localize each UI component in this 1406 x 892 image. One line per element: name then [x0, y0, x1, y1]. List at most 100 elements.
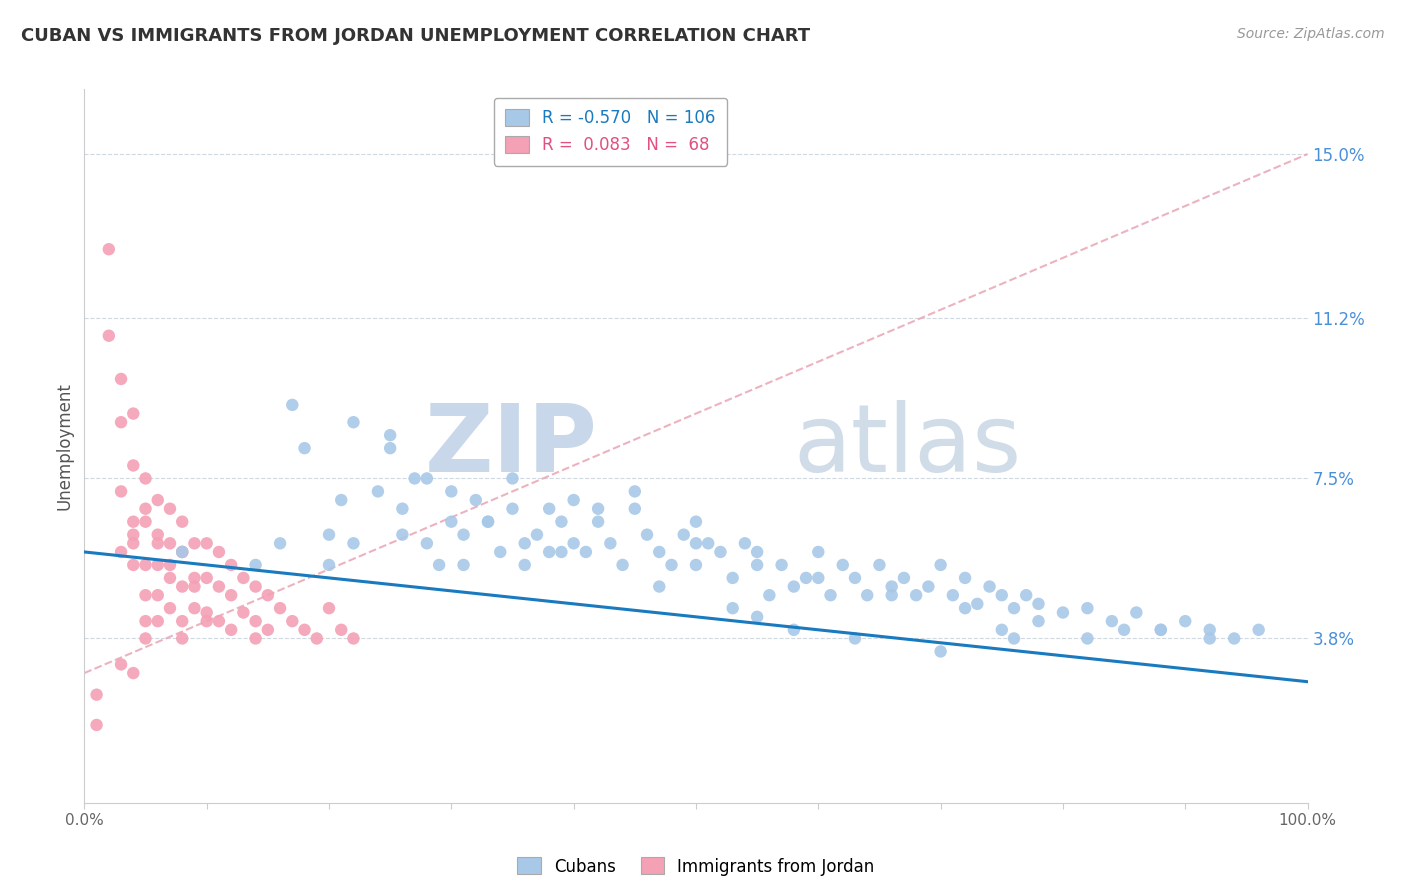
Point — [269, 601, 291, 615]
Point — [232, 571, 254, 585]
Point — [489, 545, 512, 559]
Point — [550, 515, 572, 529]
Point — [110, 372, 132, 386]
Point — [122, 536, 145, 550]
Point — [172, 545, 194, 559]
Point — [844, 571, 866, 585]
Point — [501, 501, 523, 516]
Point — [697, 536, 720, 550]
Point — [953, 601, 976, 615]
Point — [807, 571, 830, 585]
Point — [586, 515, 609, 529]
Point — [869, 558, 891, 572]
Point — [245, 558, 267, 572]
Point — [636, 527, 658, 541]
Point — [575, 545, 598, 559]
Point — [747, 610, 769, 624]
Text: ZIP: ZIP — [425, 400, 598, 492]
Point — [721, 571, 744, 585]
Point — [1076, 601, 1098, 615]
Point — [1101, 614, 1123, 628]
Point — [624, 484, 647, 499]
Text: CUBAN VS IMMIGRANTS FROM JORDAN UNEMPLOYMENT CORRELATION CHART: CUBAN VS IMMIGRANTS FROM JORDAN UNEMPLOY… — [21, 27, 810, 45]
Point — [648, 545, 671, 559]
Point — [783, 580, 806, 594]
Point — [1002, 601, 1025, 615]
Point — [1028, 597, 1050, 611]
Point — [562, 493, 585, 508]
Point — [893, 571, 915, 585]
Point — [612, 558, 634, 572]
Point — [330, 623, 353, 637]
Point — [122, 458, 145, 473]
Point — [232, 606, 254, 620]
Point — [391, 527, 413, 541]
Point — [624, 501, 647, 516]
Point — [709, 545, 731, 559]
Point — [97, 242, 120, 256]
Point — [1052, 606, 1074, 620]
Point — [172, 580, 194, 594]
Point — [269, 536, 291, 550]
Point — [172, 614, 194, 628]
Point — [135, 471, 157, 485]
Point — [844, 632, 866, 646]
Point — [747, 545, 769, 559]
Point — [501, 471, 523, 485]
Point — [135, 501, 157, 516]
Point — [979, 580, 1001, 594]
Point — [146, 614, 169, 628]
Point — [550, 545, 572, 559]
Point — [342, 632, 364, 646]
Point — [172, 515, 194, 529]
Point — [880, 588, 903, 602]
Point — [453, 527, 475, 541]
Point — [770, 558, 793, 572]
Point — [183, 580, 205, 594]
Point — [929, 558, 952, 572]
Point — [562, 536, 585, 550]
Point — [1198, 632, 1220, 646]
Point — [183, 601, 205, 615]
Point — [526, 527, 548, 541]
Point — [146, 536, 169, 550]
Point — [856, 588, 879, 602]
Point — [208, 545, 231, 559]
Point — [318, 601, 340, 615]
Point — [820, 588, 842, 602]
Point — [135, 588, 157, 602]
Point — [942, 588, 965, 602]
Point — [367, 484, 389, 499]
Point — [245, 580, 267, 594]
Point — [183, 571, 205, 585]
Point — [440, 515, 463, 529]
Point — [219, 623, 242, 637]
Point — [990, 588, 1012, 602]
Text: Source: ZipAtlas.com: Source: ZipAtlas.com — [1237, 27, 1385, 41]
Point — [966, 597, 988, 611]
Point — [1247, 623, 1270, 637]
Point — [245, 632, 267, 646]
Point — [1002, 632, 1025, 646]
Point — [342, 536, 364, 550]
Point — [685, 536, 707, 550]
Point — [318, 558, 340, 572]
Point — [464, 493, 486, 508]
Point — [122, 407, 145, 421]
Point — [747, 558, 769, 572]
Point — [1028, 614, 1050, 628]
Point — [146, 588, 169, 602]
Point — [807, 545, 830, 559]
Point — [1174, 614, 1197, 628]
Point — [404, 471, 426, 485]
Legend: Cubans, Immigrants from Jordan: Cubans, Immigrants from Jordan — [506, 846, 886, 888]
Point — [208, 580, 231, 594]
Point — [477, 515, 499, 529]
Point — [122, 527, 145, 541]
Point — [318, 527, 340, 541]
Point — [135, 614, 157, 628]
Point — [1150, 623, 1173, 637]
Point — [257, 623, 280, 637]
Point — [245, 614, 267, 628]
Point — [110, 545, 132, 559]
